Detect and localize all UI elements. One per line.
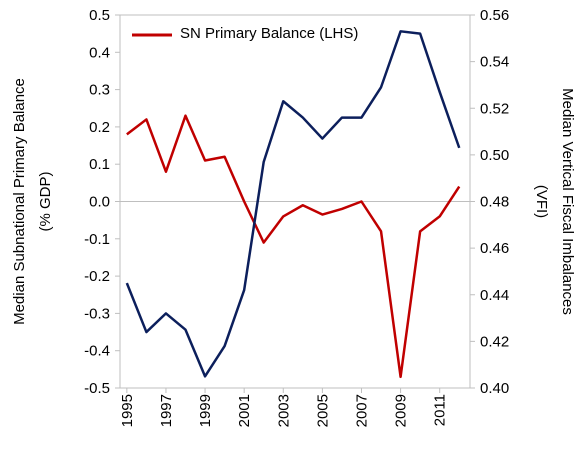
y2-tick-label: 0.50 [480, 147, 509, 164]
x-tick-label: 2005 [314, 394, 331, 427]
legend-label: SN Primary Balance (LHS) [180, 25, 359, 42]
y-tick-label: -0.3 [84, 305, 110, 322]
y-tick-label: -0.4 [84, 343, 110, 360]
y2-axis-label: (VFI) [533, 185, 550, 218]
x-tick-label: 1997 [158, 394, 175, 427]
x-tick-label: 2011 [432, 394, 449, 426]
legend-swatch [132, 33, 172, 37]
y2-tick-label: 0.56 [480, 7, 509, 24]
y2-tick-label: 0.54 [480, 54, 509, 71]
y-axis-label: Median Subnational Primary Balance [11, 78, 28, 325]
y-tick-label: 0.5 [89, 7, 110, 24]
y2-tick-label: 0.48 [480, 194, 509, 211]
x-tick-label: 1999 [197, 394, 214, 427]
y-tick-label: 0.4 [89, 44, 110, 61]
x-tick-label: 2007 [353, 394, 370, 427]
y2-tick-label: 0.52 [480, 100, 509, 117]
x-tick-label: 1995 [119, 394, 136, 427]
y-tick-label: 0.1 [89, 156, 110, 173]
y-tick-label: 0.0 [89, 194, 110, 211]
x-tick-label: 2003 [275, 394, 292, 427]
y2-tick-label: 0.40 [480, 380, 509, 397]
y-tick-label: -0.1 [84, 231, 110, 248]
y-tick-label: -0.2 [84, 268, 110, 285]
y2-tick-label: 0.44 [480, 287, 509, 304]
x-tick-label: 2009 [393, 394, 410, 427]
y2-tick-label: 0.46 [480, 240, 509, 257]
y2-axis-label: Median Vertical Fiscal Imbalances [559, 88, 576, 315]
series-line [125, 30, 461, 378]
y-tick-label: 0.3 [89, 82, 110, 99]
legend: SN Primary Balance (LHS) [132, 22, 370, 46]
y-tick-label: 0.2 [89, 119, 110, 136]
y-tick-label: -0.5 [84, 380, 110, 397]
y2-tick-label: 0.42 [480, 333, 509, 350]
series-line [126, 114, 461, 379]
x-tick-label: 2001 [236, 394, 253, 427]
y-axis-label: (% GDP) [37, 171, 54, 231]
